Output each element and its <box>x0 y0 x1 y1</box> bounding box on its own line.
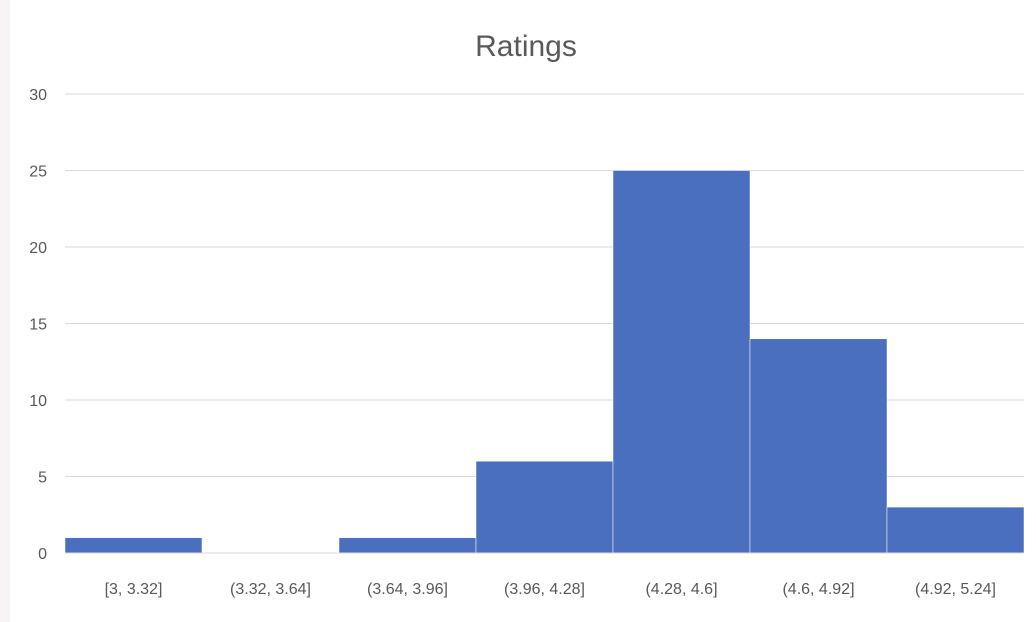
y-tick-label: 0 <box>38 546 47 563</box>
left-edge-strip <box>0 0 10 622</box>
bars <box>64 170 1025 554</box>
bar <box>338 537 477 554</box>
x-category-label: (4.28, 4.6] <box>645 581 717 598</box>
y-tick-label: 25 <box>29 164 47 181</box>
bar <box>612 170 751 554</box>
bar <box>886 506 1025 554</box>
y-axis-ticks: 0 5 10 15 20 25 30 <box>29 87 47 563</box>
y-tick-label: 5 <box>38 470 47 487</box>
bar <box>475 460 614 554</box>
x-category-label: (4.92, 5.24] <box>915 581 996 598</box>
x-category-label: (3.96, 4.28] <box>504 581 585 598</box>
x-category-label: (3.64, 3.96] <box>367 581 448 598</box>
y-tick-label: 15 <box>29 317 47 334</box>
y-tick-label: 30 <box>29 87 47 104</box>
bar <box>64 537 203 554</box>
x-category-label: (3.32, 3.64] <box>230 581 311 598</box>
bar <box>749 338 888 554</box>
y-tick-label: 10 <box>29 393 47 410</box>
x-category-label: (4.6, 4.92] <box>782 581 854 598</box>
chart-title: Ratings <box>475 30 577 63</box>
y-tick-label: 20 <box>29 240 47 257</box>
x-category-label: [3, 3.32] <box>105 581 163 598</box>
x-axis-categories: [3, 3.32] (3.32, 3.64] (3.64, 3.96] (3.96, … <box>105 581 996 598</box>
